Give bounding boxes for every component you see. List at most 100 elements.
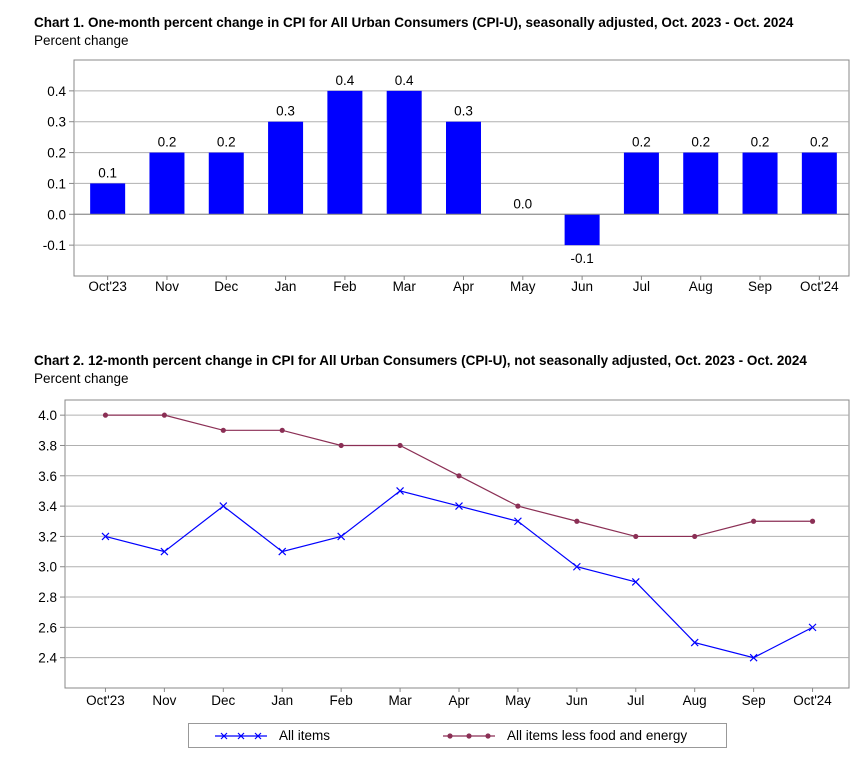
chart2-point-all-items bbox=[572, 562, 581, 571]
chart1-ytick-label: 0.0 bbox=[47, 207, 66, 222]
chart1-data-label: 0.2 bbox=[158, 135, 177, 150]
chart1-data-label: -0.1 bbox=[570, 251, 593, 266]
chart2-xtick-label: Jun bbox=[566, 693, 588, 708]
chart1-xtick-label: Feb bbox=[333, 279, 356, 294]
chart2-point-core bbox=[751, 518, 757, 524]
chart1-xtick-label: Dec bbox=[214, 279, 238, 294]
chart2-point-core bbox=[515, 503, 521, 509]
chart2-xtick-label: Mar bbox=[388, 693, 412, 708]
chart1-bar bbox=[564, 214, 600, 246]
chart2-xtick-label: Oct'24 bbox=[793, 693, 832, 708]
chart2-title: Chart 2. 12-month percent change in CPI … bbox=[34, 353, 807, 368]
chart2-ytick-label: 2.6 bbox=[38, 620, 57, 635]
chart2-xtick-label: Apr bbox=[448, 693, 470, 708]
chart1-data-label: 0.4 bbox=[395, 73, 414, 88]
chart2-point-all-items bbox=[690, 638, 699, 647]
chart2-point-all-items bbox=[396, 487, 405, 495]
legend-all-items-less-food-and-energy: All items less food and energy bbox=[507, 728, 688, 743]
chart2-point-core bbox=[220, 427, 226, 433]
chart2-point-all-items bbox=[455, 502, 463, 511]
chart2-xtick-label: Aug bbox=[683, 693, 707, 708]
chart1-data-label: 0.2 bbox=[751, 135, 770, 150]
chart2-point-all-items bbox=[219, 502, 228, 511]
chart1-ytick-label: 0.1 bbox=[47, 176, 66, 191]
chart1-data-label: 0.3 bbox=[276, 104, 295, 119]
chart2-point-core bbox=[809, 518, 816, 524]
chart1-ytick-label: 0.2 bbox=[47, 146, 66, 161]
chart2-ytick-label: 2.4 bbox=[38, 651, 57, 666]
legend-all-items-marker-icon bbox=[215, 732, 267, 740]
chart2-ytick-label: 3.2 bbox=[38, 529, 57, 544]
chart1-bar bbox=[683, 152, 719, 215]
chart2-xtick-label: Feb bbox=[330, 693, 353, 708]
chart2-point-all-items bbox=[160, 547, 169, 556]
chart2-legend: All items All items less food and energy bbox=[188, 723, 727, 748]
chart1-data-label: 0.1 bbox=[98, 165, 117, 180]
chart1-title: Chart 1. One-month percent change in CPI… bbox=[34, 15, 794, 30]
chart2-ytick-label: 3.4 bbox=[38, 499, 57, 514]
chart2-point-all-items bbox=[808, 623, 817, 632]
chart1-subtitle: Percent change bbox=[34, 33, 129, 48]
chart1-bar bbox=[742, 152, 778, 215]
chart2-point-core bbox=[456, 473, 462, 479]
chart2-point-core bbox=[161, 412, 167, 418]
chart1-data-label: 0.3 bbox=[454, 104, 473, 119]
chart1-data-label: 0.2 bbox=[691, 135, 710, 150]
chart1-xtick-label: Apr bbox=[453, 279, 475, 294]
chart2-point-all-items bbox=[631, 577, 640, 586]
chart1-xtick-label: Oct'24 bbox=[800, 279, 839, 294]
chart1-data-label: 0.2 bbox=[217, 135, 236, 150]
chart1-bar bbox=[801, 152, 837, 215]
chart1-bar bbox=[268, 121, 304, 215]
chart2-xtick-label: Nov bbox=[152, 693, 176, 708]
chart1-bar bbox=[327, 90, 363, 215]
chart1-bar bbox=[90, 183, 126, 215]
chart1-ytick-label: -0.1 bbox=[43, 238, 66, 253]
chart1-data-label: 0.4 bbox=[335, 73, 354, 88]
chart1-bar bbox=[149, 152, 185, 215]
chart2-xtick-label: Jul bbox=[627, 693, 644, 708]
chart2-point-core bbox=[633, 533, 639, 540]
chart1-xtick-label: Jun bbox=[571, 279, 593, 294]
chart2-point-core bbox=[338, 442, 344, 449]
chart1-xtick-label: Jan bbox=[275, 279, 297, 294]
chart1-bar bbox=[623, 152, 659, 215]
legend-core-marker-icon bbox=[443, 733, 495, 739]
chart2-xtick-label: Jan bbox=[271, 693, 293, 708]
chart2-plot-area bbox=[64, 399, 850, 689]
chart2-point-core bbox=[102, 412, 109, 418]
chart1-data-label: 0.2 bbox=[810, 135, 829, 150]
chart1-data-label: 0.2 bbox=[632, 135, 651, 150]
chart1-data-label: 0.0 bbox=[513, 196, 532, 211]
chart2-point-all-items bbox=[278, 547, 287, 556]
legend-all-items: All items bbox=[279, 728, 331, 743]
chart2-point-core bbox=[397, 442, 403, 449]
chart1-xtick-label: Sep bbox=[748, 279, 772, 294]
chart2-xtick-label: Oct'23 bbox=[86, 693, 125, 708]
chart2-point-core bbox=[279, 427, 285, 433]
chart2-point-all-items bbox=[337, 532, 346, 541]
chart2-xtick-label: May bbox=[505, 693, 531, 708]
chart2-point-core bbox=[574, 518, 580, 524]
chart2-ytick-label: 4.0 bbox=[38, 408, 57, 423]
chart1-ytick-label: 0.4 bbox=[47, 84, 66, 99]
chart2-ytick-label: 3.8 bbox=[38, 438, 57, 453]
chart1-xtick-label: Mar bbox=[393, 279, 417, 294]
chart1-bar bbox=[386, 90, 422, 215]
chart2-ytick-label: 2.8 bbox=[38, 590, 57, 605]
chart2-point-core bbox=[692, 533, 698, 540]
chart2-point-all-items bbox=[749, 653, 758, 662]
chart1-bar bbox=[208, 152, 244, 215]
chart2-point-all-items bbox=[513, 517, 522, 526]
chart2-ytick-label: 3.6 bbox=[38, 469, 57, 484]
chart1-xtick-label: Nov bbox=[155, 279, 179, 294]
chart1-xtick-label: Aug bbox=[689, 279, 713, 294]
chart2-ytick-label: 3.0 bbox=[38, 560, 57, 575]
chart2-xtick-label: Sep bbox=[742, 693, 766, 708]
chart2-subtitle: Percent change bbox=[34, 371, 129, 386]
chart2-point-all-items bbox=[101, 532, 110, 541]
chart1-xtick-label: May bbox=[510, 279, 536, 294]
chart1-ytick-label: 0.3 bbox=[47, 115, 66, 130]
chart1-xtick-label: Oct'23 bbox=[88, 279, 127, 294]
